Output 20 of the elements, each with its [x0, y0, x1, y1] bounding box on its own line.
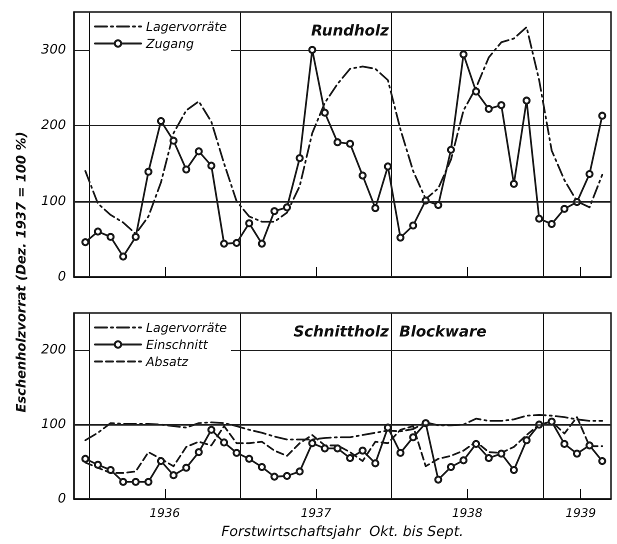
legend-label: Zugang: [145, 36, 194, 51]
legend-label: Lagervorräte: [146, 320, 228, 335]
legend-label: Einschnitt: [146, 337, 209, 352]
y-tick-label: 300: [41, 42, 66, 58]
y-tick-label: 0: [58, 492, 66, 506]
legend-label: Absatz: [145, 354, 189, 369]
y-tick-label: 200: [41, 342, 66, 358]
y-tick-label: 100: [41, 194, 66, 209]
y-axis-title: Eschenholzvorrat (Dez. 1937 = 100 %): [14, 132, 30, 412]
x-tick-label: 1937: [300, 506, 332, 520]
legend-label: Lagervorräte: [146, 19, 228, 34]
x-tick-label: 1939: [565, 506, 596, 520]
x-tick-label: 1936: [149, 506, 180, 520]
x-axis-title: Forstwirtschaftsjahr Okt. bis Sept.: [221, 524, 464, 540]
x-tick-label: 1938: [452, 506, 483, 520]
y-tick-label: 100: [41, 417, 66, 432]
text: Schnittholz Blockware: [293, 322, 487, 340]
y-tick-label: 0: [58, 270, 66, 284]
y-tick-label: 200: [41, 118, 66, 134]
text: Rundholz: [311, 22, 390, 40]
